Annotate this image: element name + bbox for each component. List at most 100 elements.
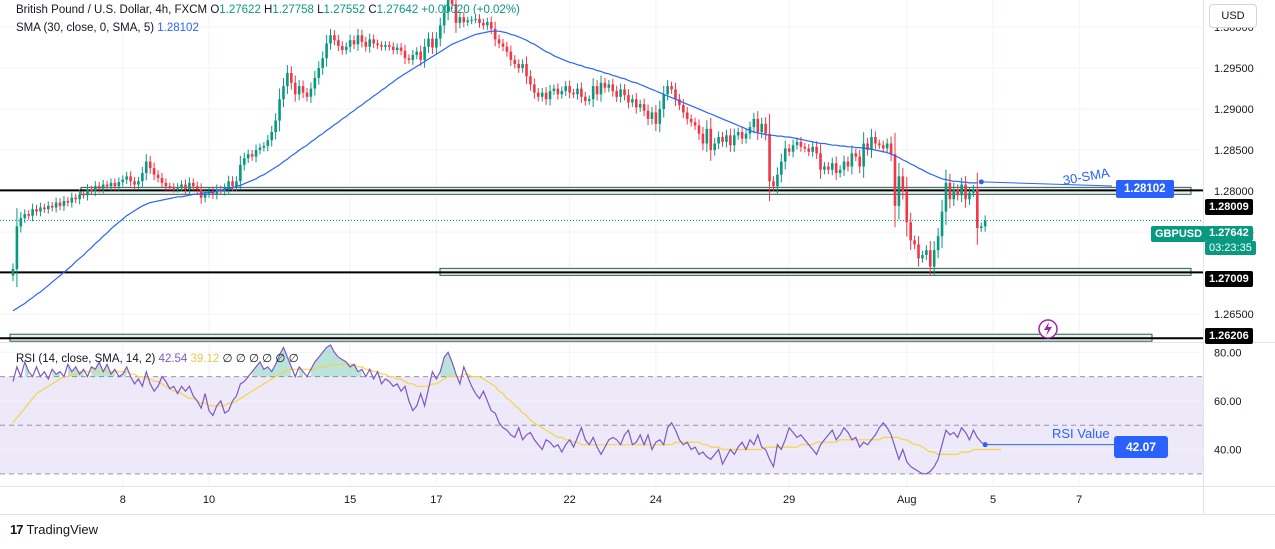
candle <box>329 29 332 50</box>
candle-body <box>129 176 132 182</box>
candle-body <box>948 182 952 200</box>
rsi-overbought-fill <box>252 347 292 377</box>
time-axis-label: 29 <box>783 494 795 506</box>
candle-body <box>501 43 505 47</box>
candle-body <box>286 72 289 87</box>
candle <box>497 34 501 49</box>
candle-body <box>388 45 391 47</box>
tradingview-mark-icon: 17 <box>10 522 24 537</box>
candle <box>105 180 109 191</box>
candle-body <box>407 58 411 60</box>
candle <box>732 128 736 152</box>
candle <box>964 176 967 208</box>
candle-body <box>815 146 818 154</box>
candle <box>62 195 66 211</box>
candle-body <box>866 143 869 151</box>
candle-body <box>787 148 791 152</box>
candle-body <box>23 214 27 219</box>
candle <box>529 70 532 91</box>
candle <box>395 43 399 55</box>
candle-body <box>94 186 97 192</box>
candle-body <box>493 28 497 40</box>
candle-body <box>615 91 618 97</box>
candle-body <box>66 200 70 203</box>
candle-body <box>764 123 767 134</box>
candle <box>133 176 136 189</box>
candle <box>615 85 618 103</box>
candle-body <box>340 45 344 51</box>
rsi-overbought-fill <box>67 364 84 377</box>
candle-body <box>607 84 611 88</box>
candle-body <box>309 88 313 97</box>
candle-body <box>889 143 893 155</box>
candle <box>446 0 450 21</box>
candle-body <box>897 176 901 206</box>
candle-body <box>152 168 156 175</box>
candle-body <box>854 153 858 157</box>
time-axis-label: 7 <box>1076 494 1082 506</box>
candle <box>842 155 846 176</box>
candle <box>129 171 132 187</box>
rsi-legend-label[interactable]: RSI (14, close, SMA, 14, 2) <box>16 353 156 365</box>
candle <box>717 131 720 150</box>
candle <box>595 79 599 101</box>
candle-body <box>321 58 324 69</box>
candle-body <box>156 174 160 178</box>
tradingview-logo[interactable]: 17 TradingView <box>10 522 98 537</box>
candle-body <box>344 46 348 51</box>
candle <box>270 125 274 147</box>
candle <box>580 82 583 103</box>
candle <box>670 81 673 94</box>
candle-body <box>505 46 509 52</box>
candle-body <box>580 88 583 97</box>
candle <box>631 94 634 107</box>
candle <box>791 139 795 158</box>
rsi-empty-values: ∅ ∅ ∅ ∅ ∅ ∅ <box>222 353 299 365</box>
candle <box>552 84 556 96</box>
candle <box>830 157 834 176</box>
rsi-axis-label: 60.00 <box>1214 396 1242 408</box>
candle <box>878 139 881 150</box>
candle <box>611 78 615 97</box>
candle-body <box>976 189 979 228</box>
rsi-legend: RSI (14, close, SMA, 14, 2) 42.54 39.12 … <box>16 351 299 365</box>
candle-body <box>870 136 873 151</box>
candle <box>654 105 658 132</box>
candle <box>478 14 481 28</box>
candle-body <box>725 135 728 142</box>
candle <box>407 54 411 64</box>
rsi-ma-legend-value: 39.12 <box>190 353 220 365</box>
candle <box>587 95 591 105</box>
candle-body <box>474 18 477 20</box>
candle <box>874 131 877 150</box>
candle-body <box>627 95 630 103</box>
candle <box>638 99 642 112</box>
time-axis-label: 15 <box>344 494 356 506</box>
candle-body <box>913 240 916 245</box>
candle-body <box>39 207 42 212</box>
candle-body <box>693 122 697 126</box>
candle-body <box>631 99 634 103</box>
candle-body <box>944 182 948 212</box>
candle <box>364 36 368 52</box>
candle <box>384 41 387 51</box>
candle-body <box>744 133 748 139</box>
rsi-axis-label: 40.00 <box>1214 445 1242 457</box>
candle <box>642 98 646 117</box>
candle-body <box>372 39 375 44</box>
candle <box>168 182 172 191</box>
candle-body <box>192 182 195 187</box>
candle <box>913 235 916 250</box>
candle-body <box>846 161 850 167</box>
currency-button[interactable]: USD <box>1209 4 1257 28</box>
candle-body <box>564 86 568 92</box>
candle <box>50 202 54 212</box>
candle <box>368 33 372 53</box>
sma-legend-label[interactable]: SMA (30, close, 0, SMA, 5) <box>16 22 155 34</box>
candle-body <box>701 133 705 144</box>
candle-body <box>109 182 113 187</box>
candle <box>282 78 285 108</box>
rsi-annotation-dot <box>982 442 988 448</box>
symbol-title[interactable]: British Pound / U.S. Dollar, 4h, FXCM <box>16 4 208 16</box>
